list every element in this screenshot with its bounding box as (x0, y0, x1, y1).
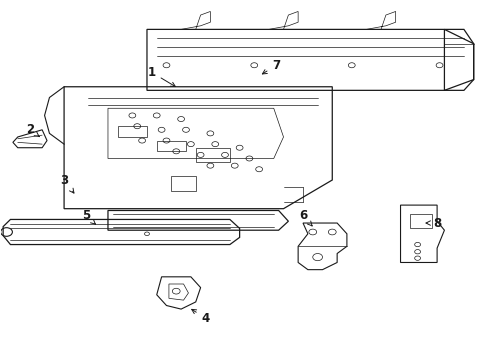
Text: 6: 6 (298, 210, 311, 226)
Text: 8: 8 (425, 216, 440, 230)
Text: 3: 3 (60, 174, 74, 193)
Text: 5: 5 (81, 210, 95, 224)
Text: 4: 4 (191, 309, 209, 325)
Text: 1: 1 (147, 66, 175, 86)
Text: 2: 2 (26, 123, 39, 137)
Text: 7: 7 (262, 59, 280, 74)
